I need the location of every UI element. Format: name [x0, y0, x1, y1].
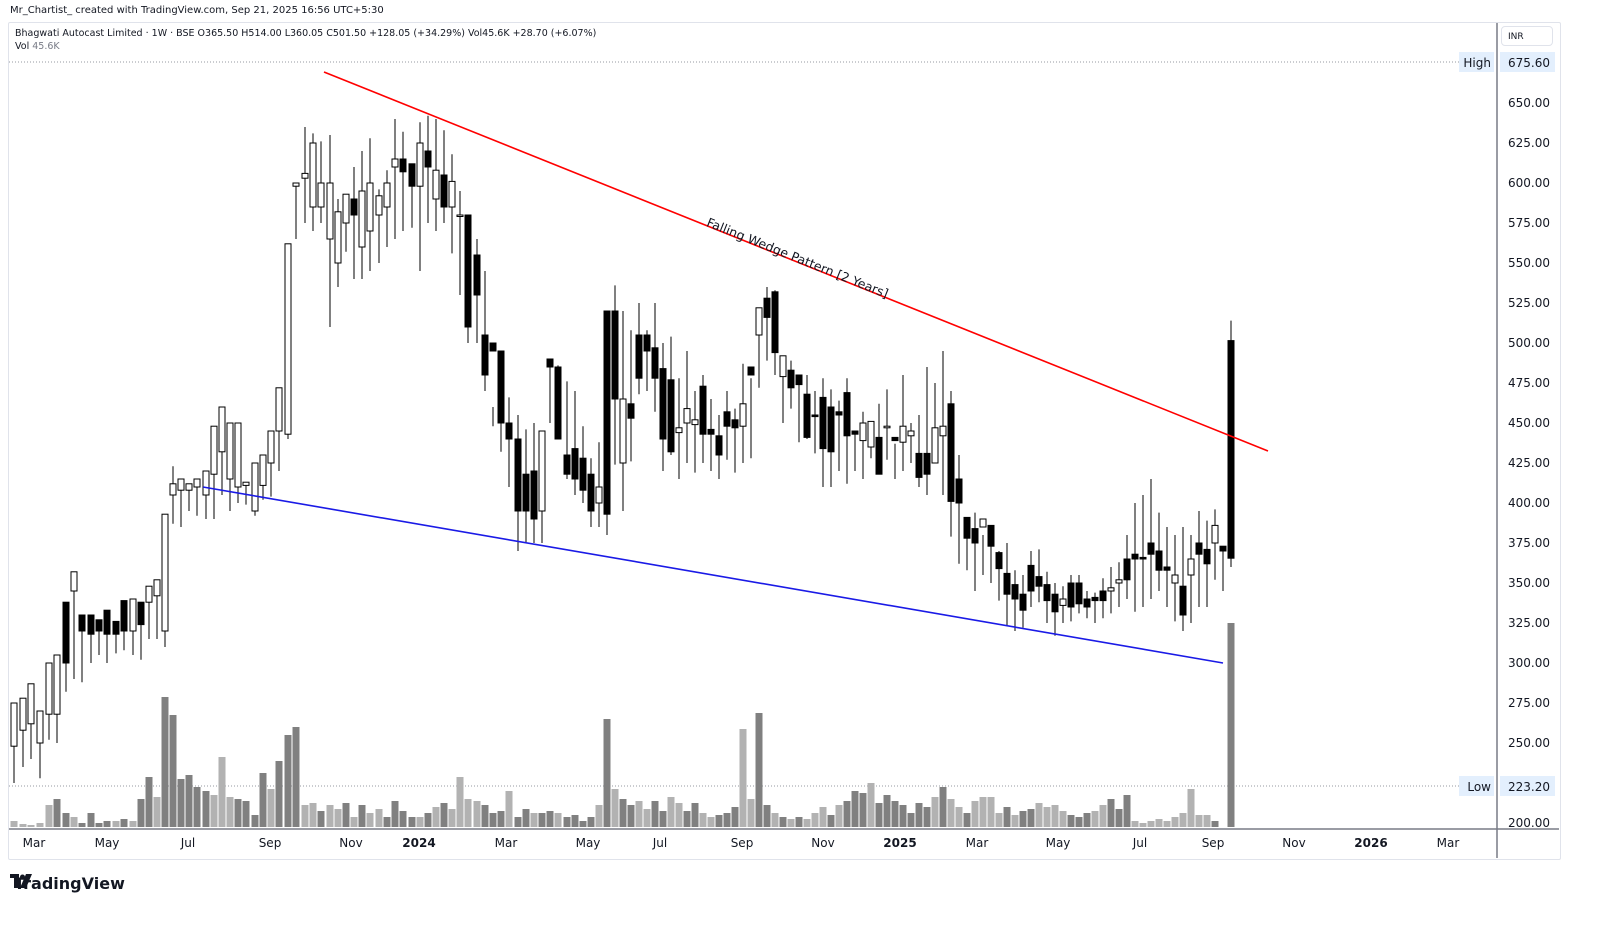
svg-text:Sep: Sep — [731, 836, 754, 850]
svg-text:Nov: Nov — [811, 836, 834, 850]
vol-value: 45.6K — [32, 41, 60, 52]
wedge-lower-trendline[interactable] — [202, 486, 1224, 664]
svg-text:375.00: 375.00 — [1508, 536, 1550, 550]
svg-text:575.00: 575.00 — [1508, 216, 1550, 230]
svg-text:May: May — [1046, 836, 1071, 850]
svg-text:Mar: Mar — [966, 836, 989, 850]
svg-text:May: May — [576, 836, 601, 850]
svg-text:325.00: 325.00 — [1508, 616, 1550, 630]
svg-text:650.00: 650.00 — [1508, 96, 1550, 110]
tradingview-logo[interactable]: TradingView — [10, 874, 125, 893]
volume-bars — [10, 623, 1235, 827]
svg-text:Mar: Mar — [23, 836, 46, 850]
marker-value: 675.60 — [1508, 56, 1550, 70]
symbol-ohlc-line: Bhagwati Autocast Limited · 1W · BSE O36… — [15, 28, 597, 39]
volume-legend: Vol 45.6K — [15, 40, 596, 53]
svg-text:500.00: 500.00 — [1508, 336, 1550, 350]
svg-text:Nov: Nov — [1282, 836, 1305, 850]
currency-button[interactable]: INR — [1501, 26, 1553, 46]
svg-text:250.00: 250.00 — [1508, 736, 1550, 750]
svg-text:600.00: 600.00 — [1508, 176, 1550, 190]
svg-text:200.00: 200.00 — [1508, 816, 1550, 830]
price-axis[interactable]: 650.00 625.00 600.00 575.00 550.00 525.00 500.… — [1508, 96, 1550, 830]
svg-text:475.00: 475.00 — [1508, 376, 1550, 390]
svg-text:525.00: 525.00 — [1508, 296, 1550, 310]
wedge-upper-trendline[interactable] — [323, 71, 1269, 452]
svg-text:2024: 2024 — [402, 836, 435, 850]
svg-text:Mar: Mar — [495, 836, 518, 850]
svg-text:450.00: 450.00 — [1508, 416, 1550, 430]
svg-text:Nov: Nov — [339, 836, 362, 850]
svg-text:2025: 2025 — [883, 836, 916, 850]
svg-text:550.00: 550.00 — [1508, 256, 1550, 270]
marker-label: High — [1463, 56, 1491, 70]
time-axis[interactable]: Mar May Jul Sep Nov 2024 Mar May Jul Sep Nov 2025 Ma… — [23, 836, 1460, 850]
candles — [10, 115, 1235, 783]
marker-label: Low — [1467, 780, 1491, 794]
svg-text:300.00: 300.00 — [1508, 656, 1550, 670]
tradingview-logo-text: TradingView — [14, 874, 125, 893]
attribution-text: Mr_Chartist_ created with TradingView.co… — [10, 5, 384, 16]
vol-label: Vol — [15, 41, 30, 52]
svg-text:625.00: 625.00 — [1508, 136, 1550, 150]
chart-legend: Bhagwati Autocast Limited · 1W · BSE O36… — [15, 27, 596, 53]
svg-text:Sep: Sep — [259, 836, 282, 850]
svg-text:350.00: 350.00 — [1508, 576, 1550, 590]
svg-text:275.00: 275.00 — [1508, 696, 1550, 710]
svg-text:Sep: Sep — [1202, 836, 1225, 850]
svg-text:Jul: Jul — [180, 836, 195, 850]
svg-text:400.00: 400.00 — [1508, 496, 1550, 510]
svg-text:Mar: Mar — [1437, 836, 1460, 850]
svg-text:May: May — [95, 836, 120, 850]
svg-text:425.00: 425.00 — [1508, 456, 1550, 470]
svg-text:Jul: Jul — [1132, 836, 1147, 850]
svg-text:Jul: Jul — [652, 836, 667, 850]
chart-frame — [8, 22, 1561, 860]
marker-value: 223.20 — [1508, 780, 1550, 794]
svg-text:2026: 2026 — [1354, 836, 1387, 850]
